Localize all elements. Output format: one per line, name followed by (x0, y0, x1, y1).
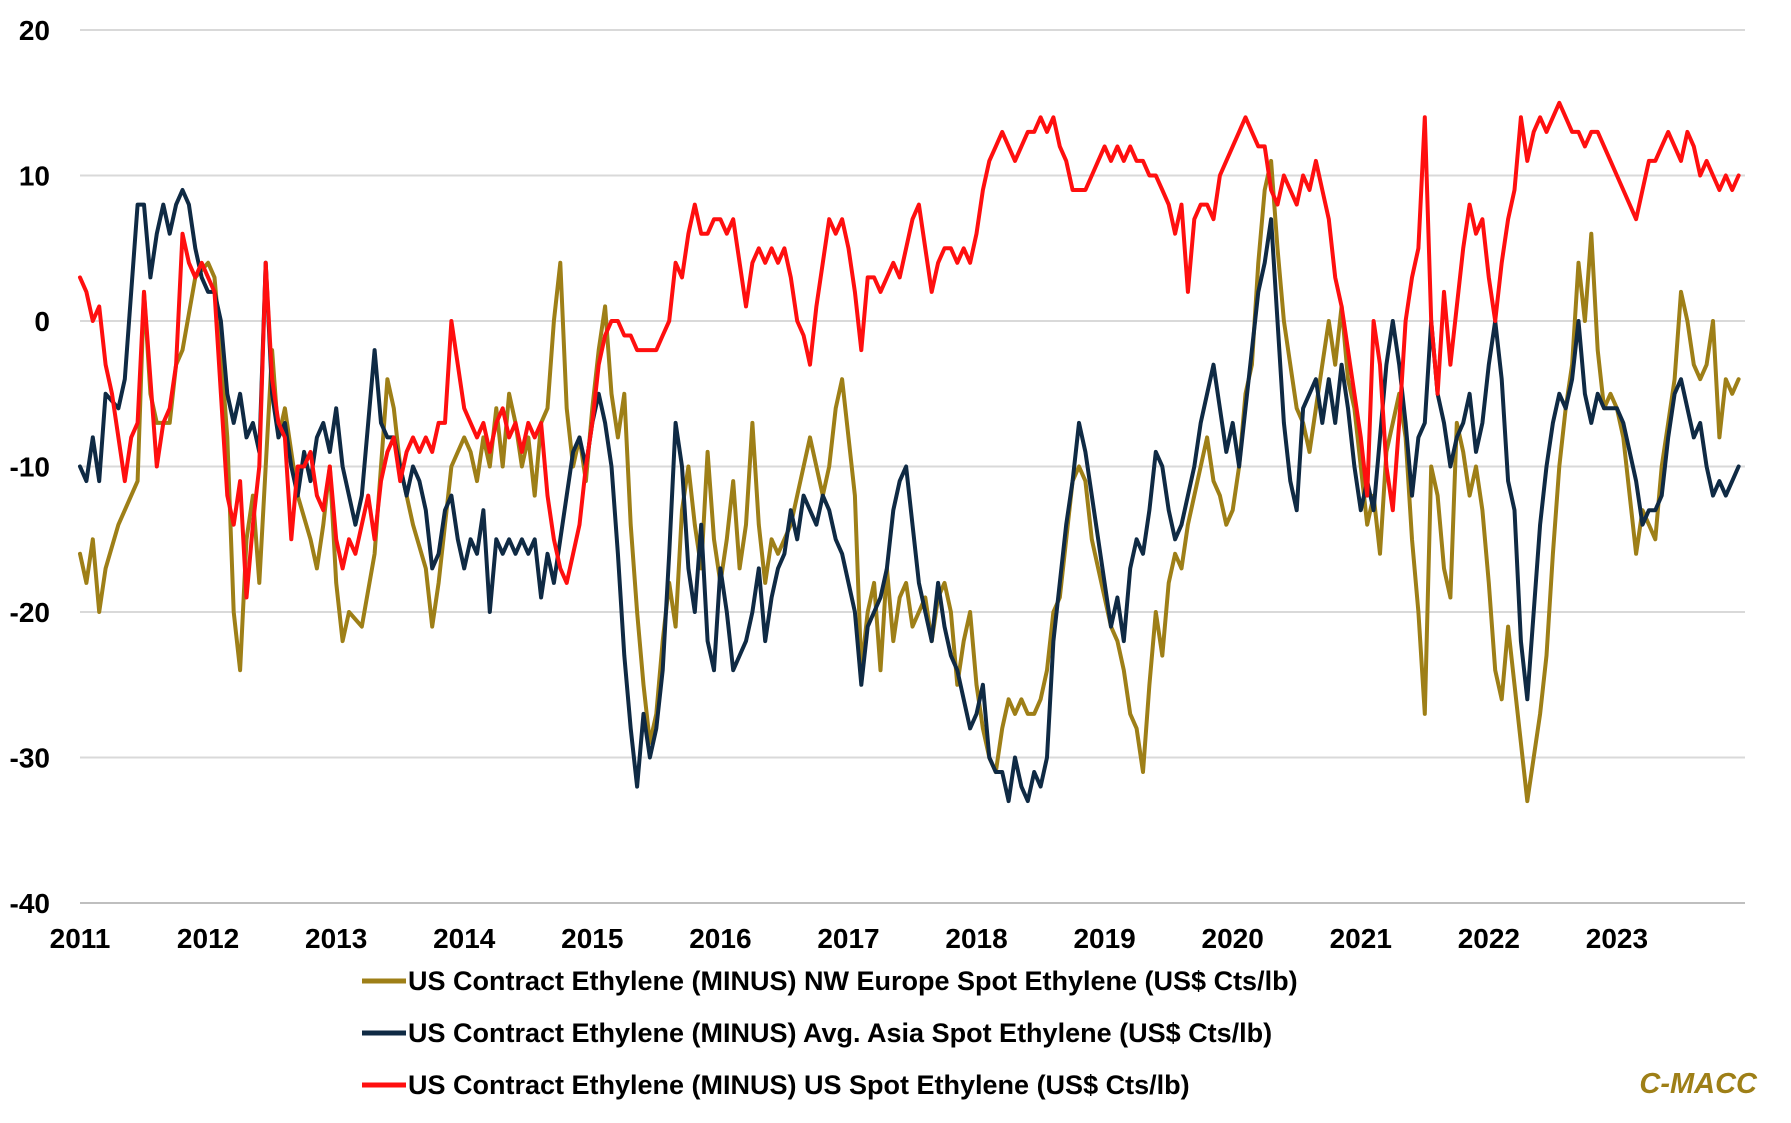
x-tick-label: 2019 (1073, 923, 1135, 954)
y-tick-label: 20 (19, 15, 50, 46)
legend-label-1: US Contract Ethylene (MINUS) NW Europe S… (408, 966, 1298, 996)
x-tick-label: 2020 (1202, 923, 1264, 954)
brand-label: C-MACC (1639, 1068, 1757, 1100)
x-tick-label: 2017 (817, 923, 879, 954)
x-tick-label: 2022 (1458, 923, 1520, 954)
series-line-2 (78, 188, 1741, 804)
x-tick-label: 2021 (1330, 923, 1392, 954)
series-lines (78, 100, 1741, 804)
y-tick-label: -10 (10, 452, 50, 483)
y-tick-label: -30 (10, 743, 50, 774)
y-tick-label: 10 (19, 161, 50, 192)
x-tick-label: 2015 (561, 923, 623, 954)
x-tick-label: 2011 (50, 923, 111, 954)
x-axis-tick-labels: 2011 2012 2013 2014 2015 2016 2017 2018 2019 2020… (50, 923, 1648, 954)
x-tick-label: 2012 (177, 923, 239, 954)
legend-label-2: US Contract Ethylene (MINUS) Avg. Asia S… (408, 1018, 1272, 1048)
x-tick-label: 2016 (689, 923, 751, 954)
y-tick-label: 0 (34, 306, 50, 337)
legend-label-3: US Contract Ethylene (MINUS) US Spot Eth… (408, 1070, 1190, 1100)
y-axis-tick-labels: 20 10 0 -10 -20 -30 -40 (10, 15, 50, 919)
y-tick-label: -20 (10, 597, 50, 628)
series-line-3 (78, 100, 1741, 600)
gridlines (80, 29, 1745, 759)
y-tick-label: -40 (10, 888, 50, 919)
x-tick-label: 2013 (305, 923, 367, 954)
x-tick-label: 2023 (1586, 923, 1648, 954)
x-tick-label: 2018 (945, 923, 1007, 954)
series-line-1 (78, 158, 1741, 804)
x-tick-label: 2014 (433, 923, 496, 954)
legend: US Contract Ethylene (MINUS) NW Europe S… (362, 966, 1298, 1100)
